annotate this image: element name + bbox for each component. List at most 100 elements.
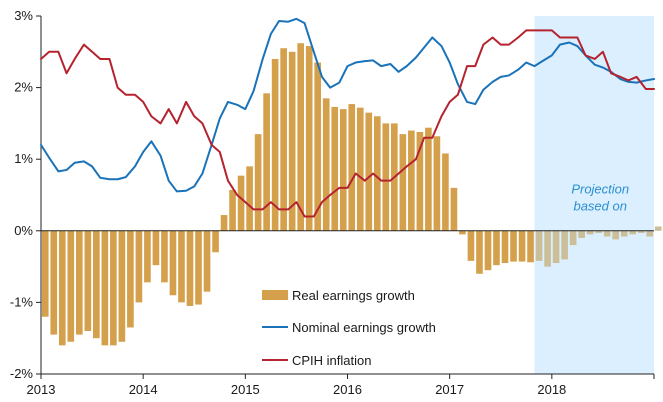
real-earnings-bar bbox=[280, 48, 287, 231]
real-earnings-bar bbox=[637, 230, 645, 233]
legend-swatch-real bbox=[262, 290, 288, 300]
real-earnings-bar bbox=[654, 226, 662, 231]
real-earnings-bar bbox=[569, 230, 577, 246]
y-tick-label: 1% bbox=[14, 151, 33, 166]
projection-label-line1: Projection bbox=[571, 182, 629, 197]
real-earnings-bar bbox=[50, 230, 58, 335]
real-earnings-bar bbox=[220, 215, 228, 231]
y-tick-label: 2% bbox=[14, 80, 33, 95]
real-earnings-bar bbox=[399, 134, 407, 231]
real-earnings-bar bbox=[552, 230, 560, 264]
real-earnings-bar bbox=[331, 106, 339, 231]
real-earnings-bar bbox=[314, 62, 322, 231]
real-earnings-bar bbox=[416, 131, 424, 231]
real-earnings-bar bbox=[195, 230, 202, 305]
real-earnings-bar bbox=[144, 230, 151, 283]
series-lines bbox=[40, 17, 655, 218]
real-earnings-bar bbox=[586, 230, 594, 235]
real-earnings-bar bbox=[535, 230, 543, 261]
real-earnings-bar bbox=[110, 230, 117, 346]
real-earnings-bar bbox=[212, 230, 219, 253]
real-earnings-bar bbox=[629, 230, 637, 235]
projection-band bbox=[534, 16, 654, 374]
x-tick-label: 2014 bbox=[129, 382, 158, 397]
real-earnings-bar bbox=[135, 230, 143, 303]
real-earnings-bar bbox=[118, 230, 126, 342]
real-earnings-bar bbox=[348, 104, 356, 231]
real-earnings-bar bbox=[595, 230, 602, 233]
real-earnings-bar bbox=[322, 98, 330, 231]
real-earnings-bar bbox=[93, 230, 100, 339]
real-earnings-bar bbox=[501, 230, 509, 264]
real-earnings-bar bbox=[75, 230, 83, 335]
real-earnings-bar bbox=[254, 134, 262, 231]
real-earnings-bar bbox=[297, 43, 304, 231]
cpih-line bbox=[40, 29, 655, 218]
y-tick-label: -2% bbox=[10, 366, 34, 381]
real-earnings-bar bbox=[365, 112, 373, 231]
real-earnings-bar bbox=[476, 230, 483, 274]
real-earnings-bar bbox=[263, 93, 270, 231]
projection-label-line2: based on bbox=[573, 199, 627, 214]
real-earnings-bar bbox=[58, 230, 66, 346]
real-earnings-bar bbox=[84, 230, 92, 332]
real-earnings-bar bbox=[246, 166, 253, 231]
real-earnings-bar bbox=[178, 230, 185, 303]
y-tick-label: -1% bbox=[10, 294, 34, 309]
legend: Real earnings growth Nominal earnings gro… bbox=[262, 288, 436, 368]
real-earnings-bar bbox=[544, 230, 551, 267]
legend-label-nominal: Nominal earnings growth bbox=[292, 320, 436, 335]
real-earnings-bars bbox=[41, 43, 662, 346]
real-earnings-bar bbox=[603, 230, 611, 237]
real-earnings-bar bbox=[271, 58, 279, 231]
real-earnings-bar bbox=[527, 230, 534, 263]
real-earnings-bar bbox=[425, 127, 432, 231]
real-earnings-bar bbox=[67, 230, 75, 342]
real-earnings-bar bbox=[578, 230, 585, 238]
real-earnings-bar bbox=[305, 46, 313, 231]
real-earnings-bar bbox=[408, 130, 415, 231]
real-earnings-bar bbox=[203, 230, 211, 292]
real-earnings-bar bbox=[467, 230, 475, 261]
real-earnings-bar bbox=[373, 116, 381, 231]
real-earnings-bar bbox=[161, 230, 168, 283]
y-tick-label: 3% bbox=[14, 8, 33, 23]
legend-label-cpih: CPIH inflation bbox=[292, 353, 371, 368]
real-earnings-bar bbox=[493, 230, 500, 266]
axes: -2% -1% 0% 1% 2% 3% 2013 2014 2015 2016 2017 2018 bbox=[10, 8, 655, 397]
real-earnings-bar bbox=[186, 230, 194, 306]
real-earnings-bar bbox=[450, 187, 458, 231]
real-earnings-bar bbox=[127, 230, 134, 328]
nominal-line bbox=[40, 17, 655, 193]
real-earnings-bar bbox=[484, 230, 492, 271]
legend-label-real: Real earnings growth bbox=[292, 288, 415, 303]
real-earnings-bar bbox=[646, 230, 654, 237]
real-earnings-bar bbox=[339, 109, 347, 231]
real-earnings-bar bbox=[612, 230, 620, 240]
x-tick-label: 2013 bbox=[27, 382, 56, 397]
x-tick-label: 2017 bbox=[435, 382, 464, 397]
x-tick-label: 2018 bbox=[537, 382, 566, 397]
real-earnings-bar bbox=[229, 189, 236, 231]
real-earnings-bar bbox=[459, 230, 466, 235]
real-earnings-bar bbox=[433, 136, 441, 231]
real-earnings-bar bbox=[152, 230, 160, 266]
real-earnings-bar bbox=[237, 175, 245, 231]
real-earnings-bar bbox=[41, 230, 49, 317]
real-earnings-bar bbox=[518, 230, 526, 262]
x-tick-label: 2016 bbox=[333, 382, 362, 397]
real-earnings-bar bbox=[382, 123, 390, 231]
real-earnings-bar bbox=[442, 153, 449, 231]
real-earnings-bar bbox=[356, 107, 364, 231]
real-earnings-bar bbox=[620, 230, 628, 237]
real-earnings-bar bbox=[101, 230, 109, 346]
real-earnings-bar bbox=[288, 51, 296, 231]
x-tick-label: 2015 bbox=[231, 382, 260, 397]
y-tick-label: 0% bbox=[14, 223, 33, 238]
projection-region: Projection based on bbox=[534, 16, 654, 374]
real-earnings-bar bbox=[561, 230, 568, 260]
real-earnings-bar bbox=[169, 230, 177, 296]
real-earnings-bar bbox=[510, 230, 517, 262]
